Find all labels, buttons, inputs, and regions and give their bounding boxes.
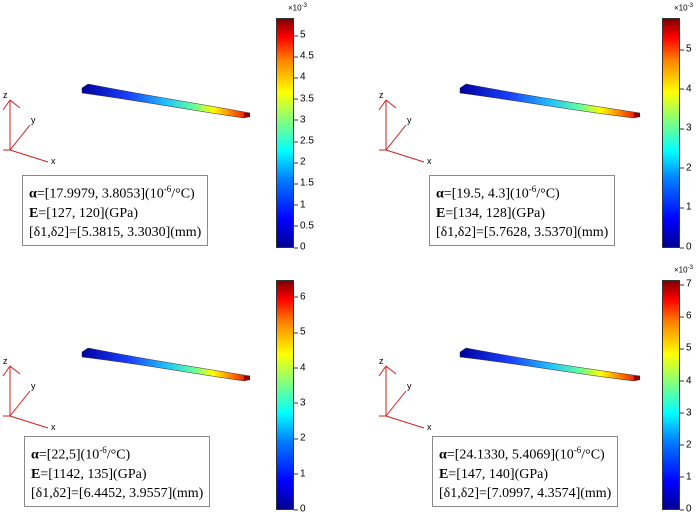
colorbar — [662, 280, 680, 510]
colorbar-tick-label: 1 — [294, 199, 306, 211]
colorbar — [276, 18, 294, 248]
colorbar-tick-label: 4.5 — [294, 50, 314, 62]
deflection-line: [δ1,δ2]=[7.0997, 4.3574](mm) — [439, 485, 612, 501]
colorbar-multiplier: ×10-3 — [674, 3, 693, 13]
axes-triad — [378, 99, 425, 163]
axes-triad — [2, 365, 49, 429]
colorbar — [276, 280, 294, 510]
colorbar-tick-label: 4 — [680, 83, 692, 95]
colorbar-tick-label: 2 — [294, 156, 306, 168]
colorbar-tick-label: 1 — [294, 468, 306, 480]
parameter-box: α=[22,5](10-6/°C) E=[1142, 135](GPa) [δ1… — [24, 436, 211, 507]
deformed-beam — [81, 83, 251, 119]
deformed-beam — [459, 347, 641, 382]
deformed-beam — [81, 347, 251, 382]
axes-triad — [378, 365, 425, 429]
colorbar-tick-label: 5 — [294, 326, 306, 338]
colorbar-tick-label: 3.5 — [294, 93, 314, 105]
axes-triad — [2, 99, 49, 163]
colorbar-tick-label: 4 — [294, 362, 306, 374]
colorbar-tick-label: 1.5 — [294, 177, 314, 189]
colorbar-ticks: 0 1 2 3 4 5 — [680, 19, 700, 253]
colorbar-tick-label: 3 — [294, 114, 306, 126]
alpha-line: α=[19.5, 4.3](10-6/°C) — [436, 184, 560, 202]
parameter-box: α=[17.9979, 3.8053](10-6/°C) E=[127, 120… — [22, 175, 209, 246]
y-axis-label: y — [31, 381, 36, 391]
colorbar-tick-label: 1 — [680, 201, 692, 213]
colorbar-tick-label: 6 — [680, 310, 692, 322]
deflection-line: [δ1,δ2]=[5.3815, 3.3030](mm) — [29, 224, 202, 240]
colorbar-tick-label: 2.5 — [294, 135, 314, 147]
modulus-line: E=[134, 128](GPa) — [436, 205, 545, 221]
colorbar — [662, 18, 680, 248]
colorbar-tick-label: 1 — [680, 471, 692, 483]
panel-2: z y x ×10-3 0 1 2 3 4 5 α=[19.5, 4.3](10-6/°C… — [350, 0, 700, 258]
beam-scene: z y x — [378, 347, 641, 432]
colorbar-tick-label: 7 — [680, 278, 692, 290]
y-axis-label: y — [407, 381, 412, 391]
colorbar-tick-label: 0 — [680, 503, 692, 515]
panel-4: z y x ×10-3 0 1 2 3 4 5 6 7 α=[24.1330, 5.4069]… — [350, 258, 700, 516]
x-axis-label: x — [427, 156, 432, 166]
z-axis-label: z — [3, 90, 8, 100]
colorbar-tick-label: 3 — [294, 397, 306, 409]
x-axis-label: x — [51, 156, 56, 166]
panel-3: z y x 0 1 2 3 4 5 6 α=[22,5](10-6/°C) E=[1142,… — [0, 258, 350, 516]
parameter-box: α=[19.5, 4.3](10-6/°C) E=[134, 128](GPa)… — [429, 175, 616, 246]
colorbar-tick-label: 2 — [680, 439, 692, 451]
parameter-box: α=[24.1330, 5.4069](10-6/°C) E=[147, 140… — [432, 436, 619, 507]
colorbar-tick-label: 6 — [294, 291, 306, 303]
alpha-line: α=[22,5](10-6/°C) — [31, 445, 131, 463]
x-axis-label: x — [427, 422, 432, 432]
deflection-line: [δ1,δ2]=[6.4452, 3.9557](mm) — [31, 485, 204, 501]
x-axis-label: x — [51, 422, 56, 432]
colorbar-tick-label: 5 — [680, 342, 692, 354]
colorbar-tick-label: 3 — [680, 407, 692, 419]
colorbar-tick-label: 2 — [294, 432, 306, 444]
deformed-beam — [459, 83, 641, 119]
z-axis-label: z — [379, 90, 384, 100]
deflection-line: [δ1,δ2]=[5.7628, 3.5370](mm) — [436, 224, 609, 240]
colorbar-ticks: 0 0.5 1 1.5 2 2.5 3 3.5 4 4.5 5 — [294, 19, 340, 253]
panel-1: z y x ×10-3 0 0.5 1 1.5 2 2.5 3 3.5 4 4.5 5 α=[17.… — [0, 0, 350, 258]
colorbar-tick-label: 4 — [680, 375, 692, 387]
z-axis-label: z — [3, 356, 8, 366]
y-axis-label: y — [407, 115, 412, 125]
alpha-line: α=[24.1330, 5.4069](10-6/°C) — [439, 445, 605, 463]
alpha-line: α=[17.9979, 3.8053](10-6/°C) — [29, 184, 195, 202]
colorbar-ticks: 0 1 2 3 4 5 6 — [294, 281, 340, 515]
modulus-line: E=[1142, 135](GPa) — [31, 466, 147, 482]
colorbar-multiplier: ×10-3 — [288, 3, 307, 13]
colorbar-ticks: 0 1 2 3 4 5 6 7 — [680, 278, 700, 515]
colorbar-tick-label: 4 — [294, 71, 306, 83]
colorbar-tick-label: 0 — [680, 241, 692, 253]
colorbar-multiplier: ×10-3 — [674, 265, 693, 275]
y-axis-label: y — [31, 115, 36, 125]
modulus-line: E=[127, 120](GPa) — [29, 205, 138, 221]
colorbar-tick-label: 0.5 — [294, 220, 314, 232]
colorbar-tick-label: 5 — [680, 43, 692, 55]
colorbar-tick-label: 2 — [680, 162, 692, 174]
z-axis-label: z — [379, 356, 384, 366]
beam-scene: z y x — [2, 347, 251, 432]
colorbar-tick-label: 0 — [294, 503, 306, 515]
colorbar-tick-label: 5 — [294, 29, 306, 41]
modulus-line: E=[147, 140](GPa) — [439, 466, 548, 482]
beam-scene: z y x — [378, 83, 641, 166]
beam-scene: z y x — [2, 83, 251, 166]
colorbar-tick-label: 0 — [294, 241, 306, 253]
colorbar-tick-label: 3 — [680, 122, 692, 134]
